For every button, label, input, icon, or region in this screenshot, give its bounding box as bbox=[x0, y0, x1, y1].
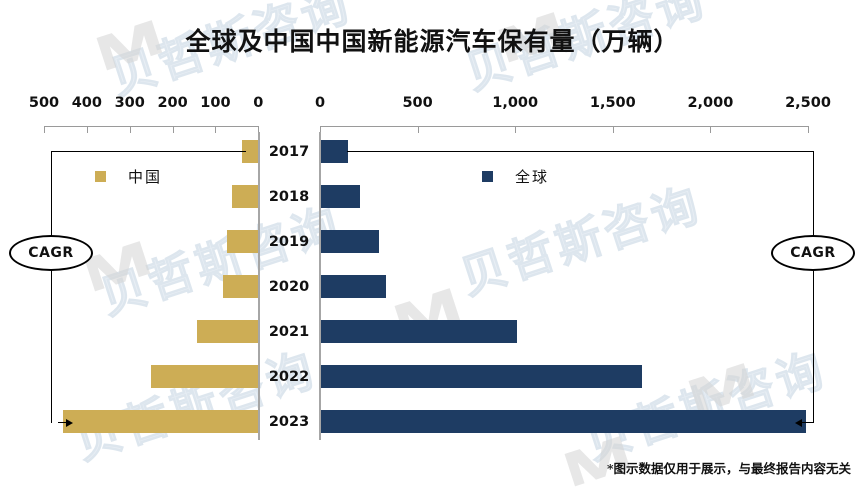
legend-swatch-china-icon bbox=[95, 171, 106, 182]
right-value-axis-tick bbox=[320, 126, 321, 133]
left-value-axis-tick bbox=[86, 126, 88, 133]
watermark-logo-icon bbox=[688, 363, 755, 414]
bar-global-2022 bbox=[320, 365, 643, 388]
left-value-axis-tick-label: 500 bbox=[28, 95, 60, 111]
category-label-2020: 2020 bbox=[268, 279, 310, 295]
bar-global-2018 bbox=[320, 185, 361, 208]
left-value-axis-tick-label: 400 bbox=[71, 95, 102, 111]
bar-china-2017 bbox=[242, 140, 259, 163]
left-value-axis-tick-label: 100 bbox=[200, 95, 231, 111]
watermark-text: 贝哲斯咨询 bbox=[453, 176, 709, 306]
category-label-2023: 2023 bbox=[268, 414, 310, 430]
left-value-axis-line bbox=[44, 126, 259, 127]
bar-global-2017 bbox=[320, 140, 348, 163]
bar-global-2023 bbox=[320, 410, 806, 433]
chart-title: 全球及中国中国新能源汽车保有量（万辆） bbox=[185, 27, 680, 56]
watermark-text: 贝哲斯咨询 bbox=[93, 196, 349, 326]
left-value-axis-tick-label: 0 bbox=[253, 95, 264, 111]
right-value-axis-tick-label: 500 bbox=[402, 95, 433, 111]
right-value-axis-tick-label: 2,500 bbox=[785, 95, 831, 111]
bar-china-2018 bbox=[232, 185, 259, 208]
legend-label-global: 全球 bbox=[515, 168, 550, 186]
left-value-axis-tick bbox=[258, 126, 260, 133]
right-value-axis-tick bbox=[515, 126, 517, 133]
left-value-axis-tick-label: 300 bbox=[114, 95, 145, 111]
cagr-badge-left: CAGR bbox=[9, 235, 93, 271]
right-value-axis-tick-label: 1,000 bbox=[492, 95, 539, 111]
watermark-text: 贝哲斯咨询 bbox=[578, 341, 834, 471]
left-value-axis-tick-label: 200 bbox=[157, 95, 188, 111]
right-value-axis-tick bbox=[710, 126, 712, 133]
right-value-axis-tick bbox=[417, 126, 419, 133]
right-value-axis-tick bbox=[612, 126, 614, 133]
cagr-badge-right: CAGR bbox=[771, 235, 855, 271]
bar-china-2019 bbox=[226, 230, 259, 253]
legend-label-china: 中国 bbox=[128, 168, 163, 186]
left-value-axis-tick bbox=[44, 126, 45, 133]
right-value-axis-tick bbox=[808, 126, 809, 133]
category-label-2017: 2017 bbox=[268, 144, 310, 160]
category-label-2019: 2019 bbox=[268, 234, 310, 250]
bar-global-2019 bbox=[320, 230, 379, 253]
bar-china-2021 bbox=[196, 320, 259, 343]
right-value-axis-tick-label: 1,500 bbox=[589, 95, 636, 111]
bar-china-2023 bbox=[63, 410, 259, 433]
category-label-2022: 2022 bbox=[268, 369, 310, 385]
legend-swatch-global-icon bbox=[482, 171, 493, 182]
right-category-axis bbox=[319, 132, 321, 440]
right-value-axis-tick-label: 2,000 bbox=[687, 95, 734, 111]
bar-china-2020 bbox=[223, 275, 259, 298]
category-label-2021: 2021 bbox=[268, 324, 310, 340]
left-value-axis-tick bbox=[215, 126, 217, 133]
legend-left: 中国 bbox=[95, 166, 162, 187]
bar-china-2022 bbox=[150, 365, 259, 388]
footnote: *图示数据仅用于展示，与最终报告内容无关 bbox=[606, 461, 851, 476]
left-category-axis bbox=[258, 132, 260, 440]
watermark-logo-icon bbox=[84, 241, 151, 292]
bar-global-2020 bbox=[320, 275, 386, 298]
right-value-axis-tick-label: 0 bbox=[314, 95, 326, 111]
right-value-axis-line bbox=[320, 126, 808, 127]
left-value-axis-tick bbox=[129, 126, 131, 133]
category-label-2018: 2018 bbox=[268, 189, 310, 205]
bar-global-2021 bbox=[320, 320, 517, 343]
legend-right: 全球 bbox=[482, 166, 549, 187]
left-value-axis-tick bbox=[172, 126, 174, 133]
watermark-text: 贝哲斯咨询 bbox=[68, 341, 324, 471]
